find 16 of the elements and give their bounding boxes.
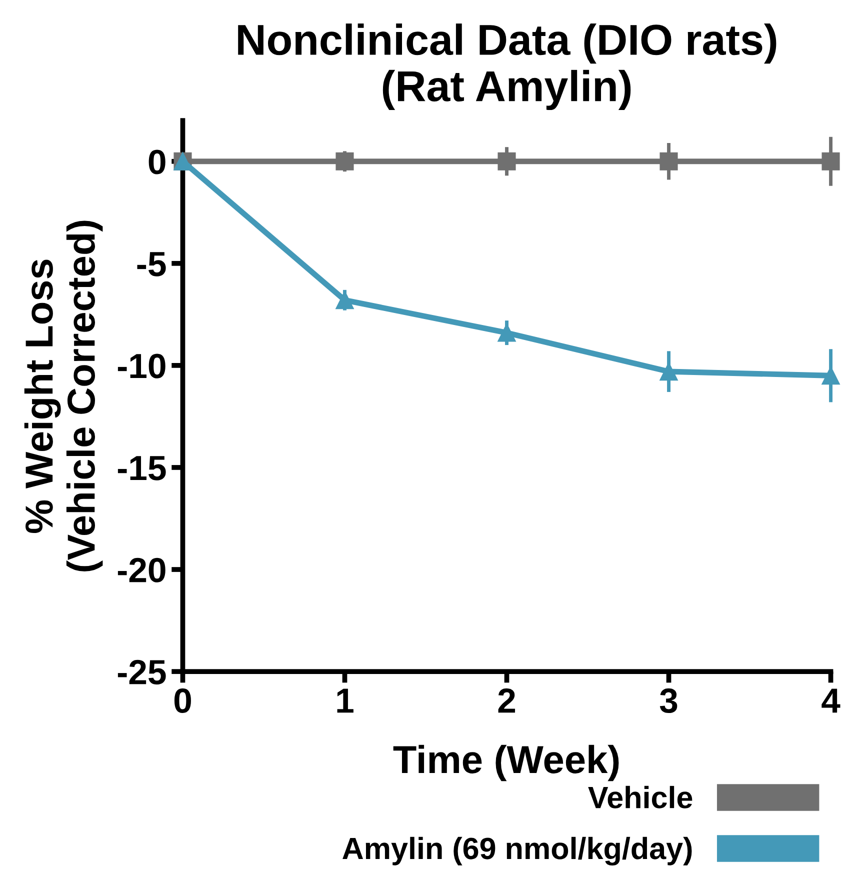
y-tick-label: -5	[137, 252, 166, 276]
x-tick-label: 0	[174, 688, 191, 714]
legend-label: Amylin (69 nmol/kg/day)	[342, 836, 692, 866]
x-tick-label: 3	[660, 688, 678, 714]
y-tick-label: 0	[148, 150, 166, 174]
x-tick-label: 2	[498, 688, 516, 713]
y-tick-label: -15	[118, 456, 166, 480]
y-tick-label: -20	[118, 558, 166, 582]
x-tick-label: 4	[822, 688, 840, 713]
y-tick-label: -10	[118, 354, 166, 378]
y-axis-title: % Weight Loss (Vehicle Corrected)	[24, 220, 103, 572]
legend-label: Vehicle	[588, 786, 692, 808]
chart-title: Nonclinical Data (DIO rats) (Rat Amylin)	[238, 24, 776, 110]
y-tick-label: -25	[118, 660, 166, 684]
x-axis-title: Time (Week)	[393, 744, 619, 782]
x-tick-label: 1	[337, 688, 354, 713]
